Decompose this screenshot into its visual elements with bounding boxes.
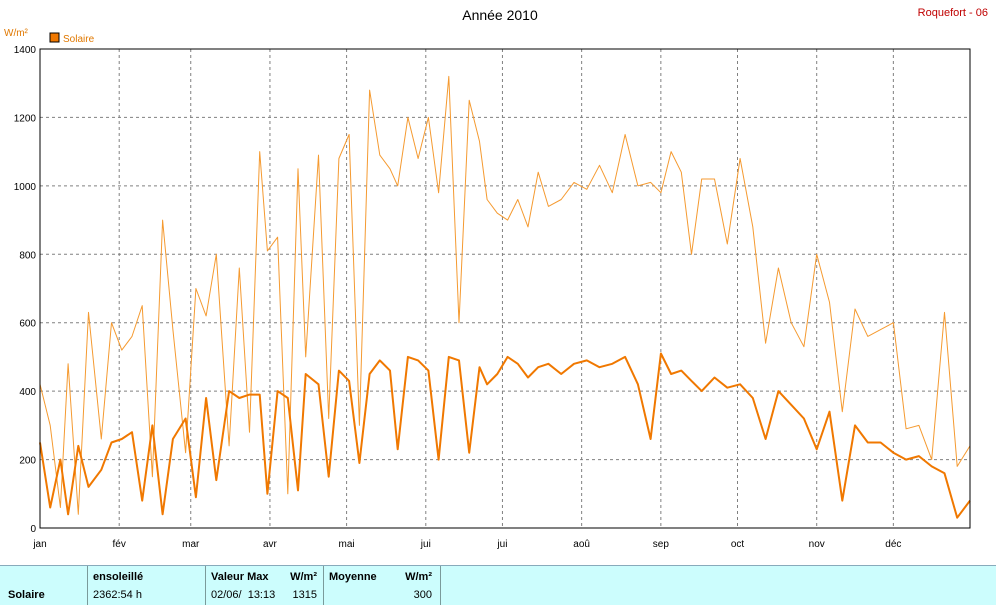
chart-title: Année 2010 [462, 7, 538, 23]
x-tick-label: déc [885, 539, 901, 550]
grid [40, 49, 970, 528]
average-value: 300 [413, 589, 432, 601]
x-tick-label: avr [263, 539, 278, 550]
x-tick-label: aoû [573, 539, 590, 550]
y-tick-label: 0 [30, 524, 36, 535]
chart-canvas: 0 200 400 600 800 1000 1200 1400 jan fév mar avr ma… [4, 7, 988, 550]
legend-swatch [49, 32, 60, 43]
x-tick-label: nov [809, 539, 825, 550]
x-tick-label: jui [420, 539, 431, 550]
max-header: Valeur Max [211, 571, 269, 583]
legend-label: Solaire [63, 34, 95, 45]
max-unit: W/m² [290, 571, 317, 583]
y-axis-unit: W/m² [4, 28, 29, 39]
plot-frame [39, 48, 971, 529]
y-tick-label: 1200 [14, 113, 37, 124]
y-tick-label: 1000 [14, 182, 37, 193]
legend: Solaire [49, 32, 95, 45]
stats-row-label: Solaire [8, 589, 45, 601]
station-name: Roquefort - 06 [918, 7, 988, 19]
x-tick-label: jui [496, 539, 507, 550]
average-unit: W/m² [405, 571, 432, 583]
y-tick-label: 600 [19, 319, 36, 330]
average-cell: Moyenne W/m² 300 [324, 566, 441, 605]
y-tick-label: 1400 [14, 45, 37, 56]
y-axis-ticks: 0 200 400 600 800 1000 1200 1400 [14, 45, 37, 535]
sunshine-header: ensoleillé [93, 571, 144, 583]
stats-row-label-cell: Solaire [0, 566, 88, 605]
average-header: Moyenne [329, 571, 377, 583]
x-tick-label: oct [731, 539, 745, 550]
y-tick-label: 200 [19, 456, 36, 467]
series-line-max [39, 75, 971, 515]
x-tick-label: fév [113, 539, 126, 550]
y-tick-label: 400 [19, 387, 36, 398]
stats-panel: Solaire ensoleillé 2362:54 h Valeur Max … [0, 565, 996, 605]
max-cell: Valeur Max W/m² 02/06/ 13:13 1315 [206, 566, 324, 605]
x-tick-label: mai [339, 539, 355, 550]
x-tick-label: mar [182, 539, 200, 550]
x-axis-ticks: jan fév mar avr mai jui jui aoû sep oct nov déc [32, 539, 901, 550]
x-tick-label: sep [653, 539, 670, 550]
sunshine-value: 2362:54 h [93, 589, 142, 601]
series-line-mean [39, 352, 971, 519]
x-tick-label: jan [32, 539, 46, 550]
sunshine-cell: ensoleillé 2362:54 h [88, 566, 206, 605]
series-layer [39, 75, 971, 519]
y-tick-label: 800 [19, 250, 36, 261]
max-datetime: 02/06/ 13:13 [211, 589, 276, 601]
max-value: 1315 [292, 589, 317, 601]
